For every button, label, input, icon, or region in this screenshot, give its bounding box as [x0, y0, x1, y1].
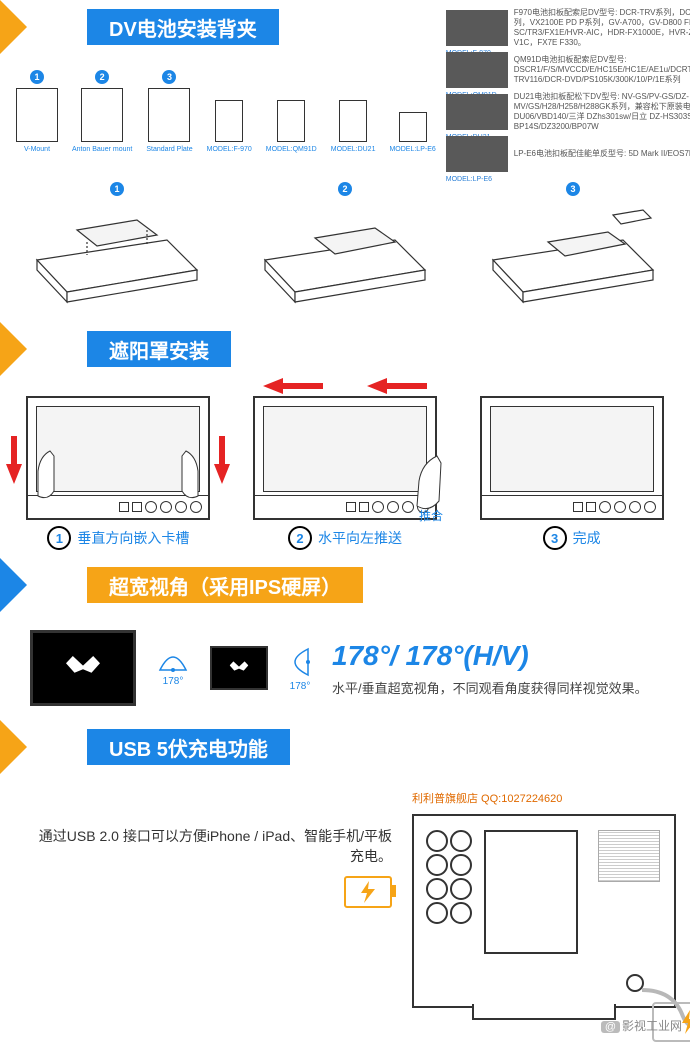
- section4-header: USB 5伏充电功能: [0, 720, 690, 774]
- iso-monitor-3: [473, 200, 673, 310]
- cone-v-icon: 178°: [288, 645, 312, 692]
- num-badge: 1: [30, 70, 44, 84]
- iso-install-row: 1 2: [8, 182, 682, 310]
- viewing-angle-row: 178° 178° 178°/ 178°(H/V) 水平/垂直超宽视角，不同观看…: [30, 630, 670, 706]
- section4-title: USB 5伏充电功能: [87, 729, 290, 765]
- charge-icon: [344, 876, 392, 908]
- section3-title: 超宽视角（采用IPS硬屏）: [87, 567, 363, 603]
- step2-caption: 水平向左推送: [318, 528, 402, 548]
- device-back-diagram: [412, 814, 676, 1008]
- push-label: 推合: [419, 507, 443, 524]
- usb-row: 通过USB 2.0 接口可以方便iPhone / iPad、智能手机/平板充电。…: [30, 790, 676, 1038]
- mount-vmount: 1 V-Mount: [16, 70, 58, 153]
- step1-caption: 垂直方向嵌入卡槽: [77, 528, 189, 548]
- iso-monitor-2: [245, 200, 445, 310]
- section1-title: DV电池安装背夹: [87, 9, 279, 45]
- tv-demo-large: [30, 630, 136, 706]
- section1-header: DV电池安装背夹: [0, 0, 436, 54]
- section2-header: 遮阳罩安装: [0, 322, 690, 376]
- hand-icon: [176, 446, 216, 506]
- shade-step-2: 推合 2水平向左推送: [237, 396, 454, 550]
- arrow-left-icon: [263, 378, 323, 394]
- shade-step-3: 3完成: [463, 396, 680, 550]
- mount-lpe6: MODEL:LP-E6: [389, 112, 435, 153]
- store-qq: 利利普旗舰店 QQ:1027224620: [412, 790, 676, 806]
- shade-step-1: 1垂直方向嵌入卡槽: [10, 396, 227, 550]
- mount-f970: MODEL:F-970: [207, 100, 252, 153]
- iso-monitor-1: [17, 200, 217, 310]
- watermark: @影视工业网: [601, 1017, 682, 1034]
- mount-anton: 2 Anton Bauer mount: [72, 70, 132, 153]
- cone-h-icon: 178°: [156, 650, 190, 687]
- mount-du21: MODEL:DU21: [331, 100, 376, 153]
- model-chip-f970: [446, 10, 508, 46]
- tv-demo-small: [210, 646, 268, 690]
- usb-cable-icon: [412, 984, 690, 1044]
- mount-standard: 3 Standard Plate: [146, 70, 192, 153]
- arrow-down-icon: [214, 436, 230, 484]
- step3-caption: 完成: [573, 528, 601, 548]
- arrow-left-icon: [367, 378, 427, 394]
- section2-title: 遮阳罩安装: [87, 331, 231, 367]
- usb-desc: 通过USB 2.0 接口可以方便iPhone / iPad、智能手机/平板充电。: [30, 826, 392, 866]
- angle-text: 178°/ 178°(H/V) 水平/垂直超宽视角，不同观看角度获得同样视觉效果…: [332, 640, 670, 697]
- mount-qm91d: MODEL:QM91D: [266, 100, 317, 153]
- section3-header: 超宽视角（采用IPS硬屏）: [0, 558, 690, 612]
- model-compat-list: F970电池扣板配索尼DV型号: DCR-TRV系列，DCR-TRV E系列，V…: [446, 0, 690, 176]
- triangle-accent: [0, 0, 27, 54]
- hand-icon: [20, 446, 60, 506]
- shade-steps-row: 1垂直方向嵌入卡槽 推合 2水平向左推送: [10, 396, 680, 550]
- model-text: F970电池扣板配索尼DV型号: DCR-TRV系列，DCR-TRV E系列，V…: [514, 8, 690, 48]
- butterfly-icon: [66, 656, 100, 680]
- mount-types-row: 1 V-Mount 2 Anton Bauer mount 3 Standard…: [16, 70, 436, 153]
